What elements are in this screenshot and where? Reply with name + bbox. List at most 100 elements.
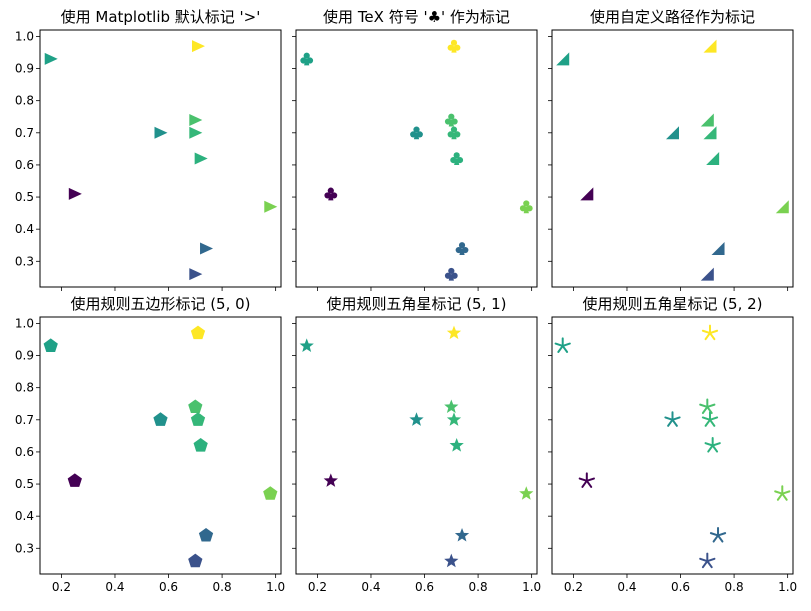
subplot-6-point-8 (774, 485, 791, 501)
subplot-6-point-8-arm-1 (781, 490, 791, 495)
subplot-2-point-5-stem (448, 274, 454, 281)
subplot-3-point-4-shape (703, 126, 717, 140)
subplot-3-point-9 (703, 39, 717, 53)
subplot-3-axes-frame (551, 29, 794, 288)
subplot-6-point-6-arm-4 (704, 442, 714, 447)
subplot-5-point-6-shape (449, 438, 464, 452)
subplot-6-point-9-arm-3 (704, 332, 711, 341)
subplot-2-point-8 (519, 200, 533, 214)
subplot-4-point-9 (190, 325, 206, 340)
subplot-2-point-3-leaf-top (448, 113, 455, 120)
subplot-4-point-3-shape (188, 399, 203, 414)
subplot-5-xtick-label-2: 0.6 (415, 580, 434, 594)
subplot-6-point-9 (701, 324, 719, 341)
subplot-3-point-5-shape (700, 267, 714, 281)
subplot-6-point-3-arm-3 (701, 405, 709, 415)
subplot-6-point-6-arm-1 (711, 442, 721, 447)
subplot-3-point-2-shape (666, 126, 679, 140)
subplot-2-point-6-stem (454, 158, 460, 165)
subplot-6-point-4 (701, 411, 719, 427)
subplot-5-point-5 (444, 553, 459, 568)
subplot-1-axes-frame (39, 29, 282, 288)
subplot-6-point-5-arm-2 (706, 560, 713, 569)
subplot-6-point-3-arm-2 (706, 405, 713, 415)
subplot-3-point-5 (700, 267, 714, 281)
subplot-6: 使用规则五角星标记 (5, 2) 0.2 0.4 0.6 0.8 1.0 (548, 295, 797, 594)
subplot-6-point-3-arm-4 (699, 403, 709, 408)
subplot-4-ytick-label-0: 0.3 (15, 541, 34, 555)
subplot-3-point-0 (556, 52, 570, 66)
subplot-6-point-7-arm-4 (709, 532, 720, 537)
subplot-5-point-0-shape (299, 338, 314, 352)
subplot-3-point-4 (703, 126, 717, 140)
subplot-6-point-7-arm-1 (717, 532, 727, 537)
subplot-5-point-5-shape (444, 553, 459, 568)
subplot-2-point-1 (324, 187, 338, 201)
subplot-6-xtick-label-3: 0.8 (725, 580, 744, 594)
subplot-1-ytick-label-3: 0.6 (15, 158, 34, 172)
subplot-2-point-9-leaf-top (450, 39, 458, 46)
subplot-2-point-8-leaf-top (523, 200, 530, 207)
subplot-4-ytick-label-2: 0.5 (15, 477, 34, 491)
subplot-6-point-1 (578, 472, 595, 488)
subplot-4-point-5-shape (188, 553, 203, 568)
subplot-4-xtick-label-0: 0.2 (52, 580, 71, 594)
subplot-2-point-9 (447, 39, 461, 53)
subplot-6-point-5 (699, 552, 716, 569)
subplot-4-point-2 (153, 412, 168, 426)
subplot-3-point-1-shape (580, 187, 594, 201)
subplot-6-xtick-label-4: 1.0 (778, 580, 797, 594)
subplot-6-point-6-arm-3 (707, 444, 714, 453)
subplot-4-point-6-shape (193, 438, 208, 452)
subplot-5-title: 使用规则五角星标记 (5, 1) (326, 295, 506, 313)
subplot-1-point-2 (154, 126, 168, 139)
subplot-3-point-3 (700, 113, 714, 127)
subplot-4-ytick-label-3: 0.6 (15, 445, 34, 459)
subplot-1-ytick-label-0: 0.3 (15, 254, 34, 268)
subplot-1-point-0-shape (44, 52, 58, 65)
subplot-1-point-0 (44, 52, 58, 65)
subplot-2-point-8-stem (523, 206, 529, 214)
subplot-2-point-1-stem (328, 193, 334, 201)
subplot-2-point-2 (410, 126, 423, 140)
subplot-6-point-7-arm-2 (717, 534, 724, 543)
subplot-2-point-0-stem (304, 58, 310, 66)
subplot-1-point-1 (68, 187, 82, 200)
subplot-6-point-2-arm-2 (671, 418, 678, 427)
subplot-6-point-1-arm-3 (581, 479, 588, 488)
subplot-4-axes-frame (39, 316, 282, 575)
subplot-6-point-8-arm-4 (774, 490, 784, 495)
subplot-4-title: 使用规则五边形标记 (5, 0) (70, 295, 250, 313)
subplot-1-point-5 (189, 268, 203, 281)
subplot-4-point-7 (198, 527, 214, 542)
subplot-4-ytick-label-4: 0.7 (15, 413, 34, 427)
subplot-6-point-1-arm-4 (578, 477, 588, 482)
subplot-3-point-6-shape (706, 152, 720, 165)
subplot-5-point-0 (299, 338, 314, 352)
subplot-3-point-8-shape (775, 200, 789, 214)
subplot-6-point-7-arm-3 (712, 534, 720, 543)
subplot-2-point-5-leaf-top (448, 267, 455, 275)
subplot-6-point-5-arm-4 (699, 557, 709, 563)
subplot-6-point-4-arm-3 (704, 418, 711, 427)
subplot-1-point-1-shape (68, 187, 82, 200)
subplot-1-point-7-shape (200, 242, 214, 255)
subplot-5-point-9 (446, 325, 462, 340)
subplot-4-point-6 (193, 438, 208, 452)
subplot-6-point-9-arm-1 (708, 329, 719, 335)
subplot-4-ytick-label-1: 0.4 (15, 509, 34, 523)
subplot-1-ytick-label-1: 0.4 (15, 222, 34, 236)
subplot-5-point-8-shape (519, 486, 534, 500)
subplot-5-xtick-label-4: 1.0 (522, 580, 541, 594)
subplot-6-point-9-arm-2 (708, 332, 716, 341)
subplot-6-point-1-arm-2 (585, 479, 593, 488)
subplot-3-point-3-shape (700, 113, 714, 127)
subplot-1-ytick-label-4: 0.7 (15, 126, 34, 140)
subplot-3-point-2 (666, 126, 679, 140)
subplot-6-point-0-arm-1 (561, 342, 571, 347)
subplot-5-point-1 (323, 473, 338, 487)
subplot-3-point-9-shape (703, 39, 717, 53)
subplot-4-point-7-shape (198, 527, 214, 542)
subplot-1: 使用 Matplotlib 默认标记 '>' 0.3 0.4 0.5 0.6 0.7 0.8… (15, 8, 282, 291)
